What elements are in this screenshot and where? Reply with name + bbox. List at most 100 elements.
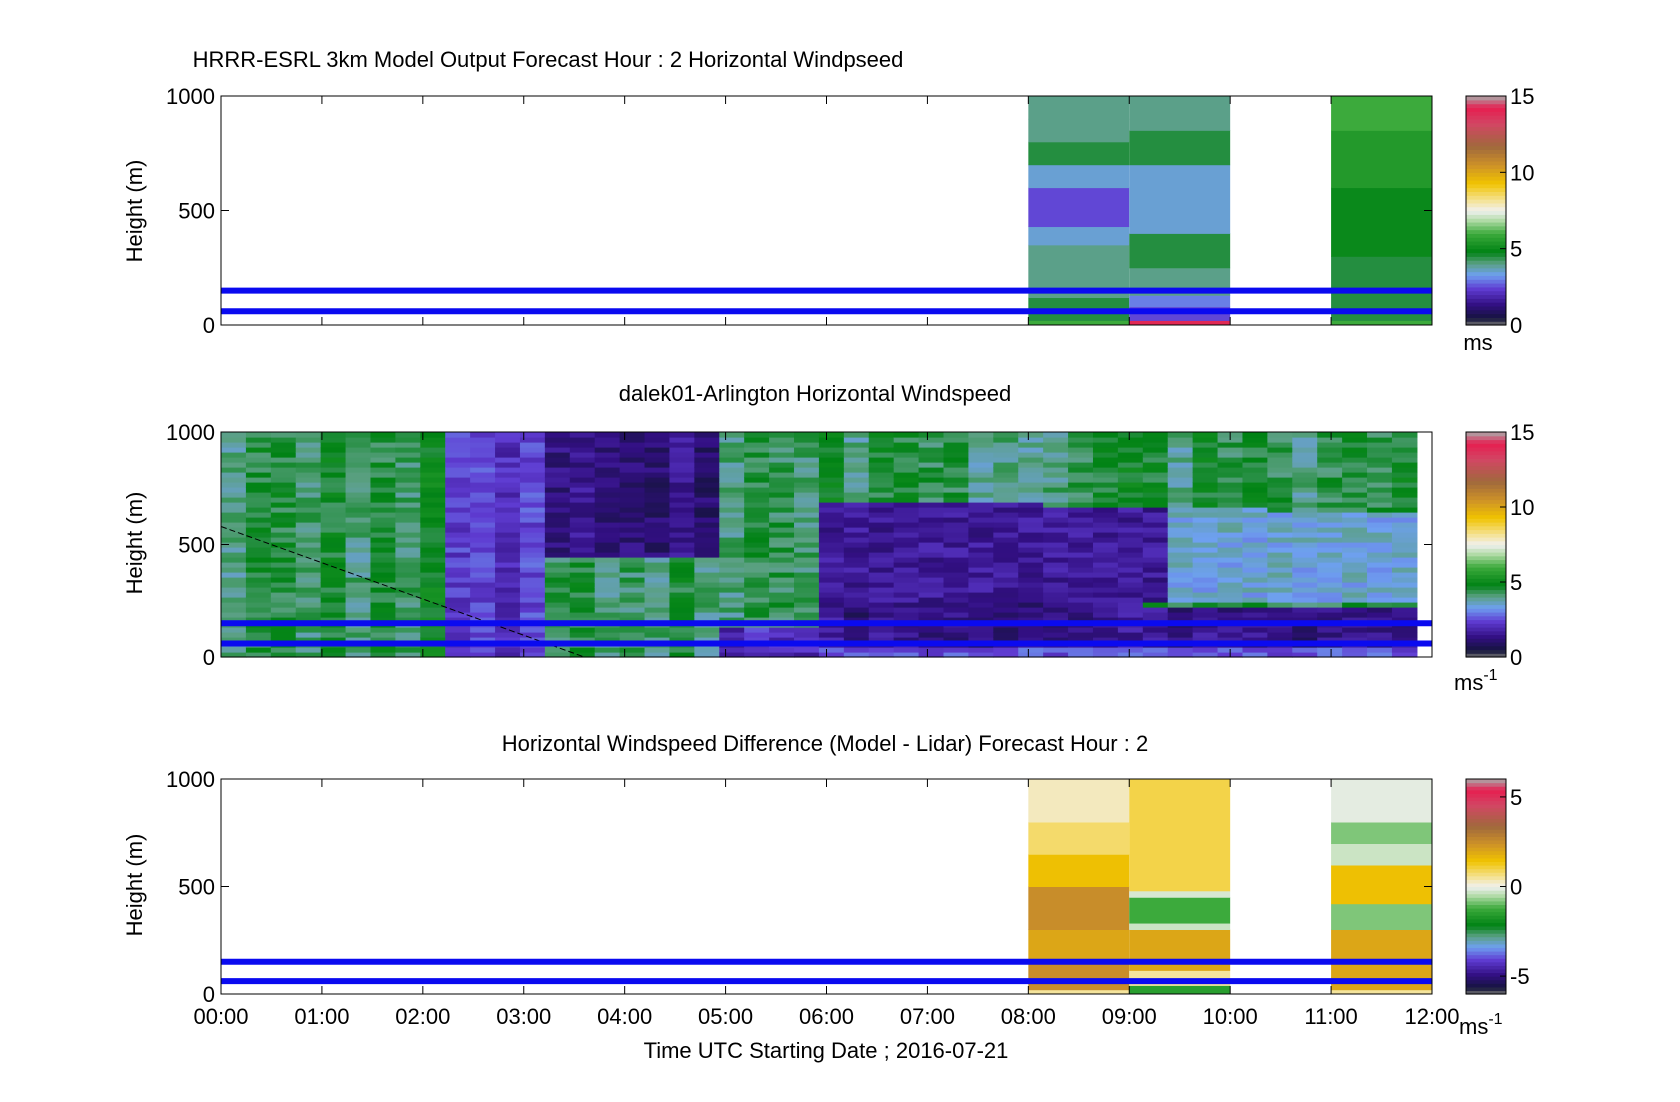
heatmap-cell bbox=[1068, 547, 1094, 553]
heatmap-cell bbox=[968, 507, 994, 513]
colorbar-swatch bbox=[1466, 540, 1506, 546]
heatmap-cell bbox=[470, 467, 496, 473]
heatmap-cell bbox=[993, 632, 1019, 638]
heatmap-cell bbox=[1317, 467, 1343, 473]
heatmap-cell bbox=[893, 587, 920, 593]
heatmap-cell bbox=[320, 572, 347, 578]
heatmap-cell bbox=[1267, 587, 1293, 593]
heatmap-cell bbox=[993, 447, 1019, 453]
heatmap-cell bbox=[420, 582, 446, 588]
heatmap-cell bbox=[1267, 507, 1293, 513]
heatmap-cell bbox=[1167, 537, 1194, 543]
heatmap-cell bbox=[1292, 617, 1318, 623]
heatmap-cell bbox=[420, 472, 446, 478]
heatmap-cell bbox=[270, 442, 297, 448]
heatmap-cell bbox=[744, 467, 770, 473]
heatmap-cell bbox=[495, 487, 521, 493]
heatmap-cell bbox=[993, 587, 1019, 593]
heatmap-cell bbox=[221, 637, 247, 643]
heatmap-cell bbox=[1391, 502, 1418, 508]
heatmap-cell bbox=[295, 632, 322, 638]
colorbar-swatch bbox=[1466, 804, 1506, 809]
heatmap-cell bbox=[1018, 472, 1044, 478]
heatmap-cell bbox=[395, 552, 421, 558]
heatmap-cell bbox=[1117, 487, 1144, 493]
heatmap-cell bbox=[270, 527, 297, 533]
heatmap-cell bbox=[1018, 637, 1044, 643]
heatmap-cell bbox=[370, 432, 396, 438]
heatmap-cell bbox=[1331, 779, 1432, 823]
colorbar-swatch bbox=[1466, 309, 1506, 315]
heatmap-cell bbox=[221, 437, 247, 443]
heatmap-cell bbox=[1242, 452, 1268, 458]
heatmap-cell bbox=[1018, 587, 1044, 593]
heatmap-cell bbox=[420, 617, 446, 623]
heatmap-cell bbox=[1092, 507, 1119, 513]
heatmap-cell bbox=[943, 587, 970, 593]
colorbar-swatch bbox=[1466, 861, 1506, 866]
colorbar-swatch bbox=[1466, 275, 1506, 280]
heatmap-cell bbox=[1092, 502, 1119, 508]
heatmap-cell bbox=[1129, 779, 1231, 892]
heatmap-cell bbox=[993, 477, 1019, 483]
heatmap-cell bbox=[619, 502, 646, 508]
heatmap-cell bbox=[470, 452, 496, 458]
heatmap-cell bbox=[1192, 527, 1219, 533]
heatmap-cell bbox=[221, 497, 247, 503]
heatmap-cell bbox=[420, 542, 446, 548]
heatmap-cell bbox=[519, 467, 546, 473]
heatmap-cell bbox=[1043, 447, 1069, 453]
heatmap-cell bbox=[843, 587, 870, 593]
heatmap-cell bbox=[270, 647, 297, 653]
heatmap-cell bbox=[1092, 447, 1119, 453]
heatmap-cell bbox=[1292, 527, 1318, 533]
colorbar-swatch bbox=[1466, 600, 1506, 606]
heatmap-cell bbox=[1043, 487, 1069, 493]
heatmap-cell bbox=[769, 592, 795, 598]
heatmap-cell bbox=[644, 497, 671, 503]
heatmap-cell bbox=[1068, 537, 1094, 543]
heatmap-cell bbox=[395, 442, 421, 448]
heatmap-cell bbox=[644, 507, 671, 513]
heatmap-cell bbox=[470, 502, 496, 508]
heatmap-cell bbox=[968, 462, 994, 468]
heatmap-cell bbox=[445, 607, 471, 613]
heatmap-cell bbox=[1242, 512, 1268, 518]
heatmap-cell bbox=[1217, 507, 1244, 513]
heatmap-cell bbox=[794, 607, 820, 613]
heatmap-cell bbox=[221, 447, 247, 453]
heatmap-cell bbox=[420, 607, 446, 613]
heatmap-cell bbox=[918, 497, 945, 503]
colorbar-swatch bbox=[1466, 263, 1506, 269]
heatmap-cell bbox=[694, 502, 720, 508]
heatmap-cell bbox=[669, 502, 695, 508]
heatmap-cell bbox=[1317, 532, 1343, 538]
heatmap-cell bbox=[470, 472, 496, 478]
heatmap-cell bbox=[843, 487, 870, 493]
heatmap-cell bbox=[1342, 432, 1368, 438]
heatmap-cell bbox=[893, 612, 920, 618]
heatmap-cell bbox=[1267, 637, 1293, 643]
difference-title: Horizontal Windspeed Difference (Model -… bbox=[502, 731, 1148, 756]
heatmap-cell bbox=[1342, 502, 1368, 508]
heatmap-cell bbox=[1317, 597, 1343, 603]
heatmap-cell bbox=[221, 472, 247, 478]
heatmap-cell bbox=[1342, 522, 1368, 528]
heatmap-cell bbox=[1028, 822, 1130, 855]
difference-colorbar-unit-base: ms bbox=[1459, 1014, 1488, 1039]
heatmap-cell bbox=[495, 617, 521, 623]
heatmap-cell bbox=[1367, 497, 1393, 503]
heatmap-cell bbox=[1167, 522, 1194, 528]
heatmap-cell bbox=[1043, 507, 1069, 513]
heatmap-cell bbox=[1292, 522, 1318, 528]
heatmap-cell bbox=[270, 602, 297, 608]
heatmap-cell bbox=[519, 547, 546, 553]
heatmap-cell bbox=[943, 432, 970, 438]
heatmap-cell bbox=[544, 432, 571, 438]
heatmap-cell bbox=[744, 627, 770, 633]
heatmap-cell bbox=[569, 612, 596, 618]
heatmap-cell bbox=[519, 597, 546, 603]
heatmap-cell bbox=[794, 532, 820, 538]
heatmap-cell bbox=[320, 522, 347, 528]
heatmap-cell bbox=[868, 587, 895, 593]
